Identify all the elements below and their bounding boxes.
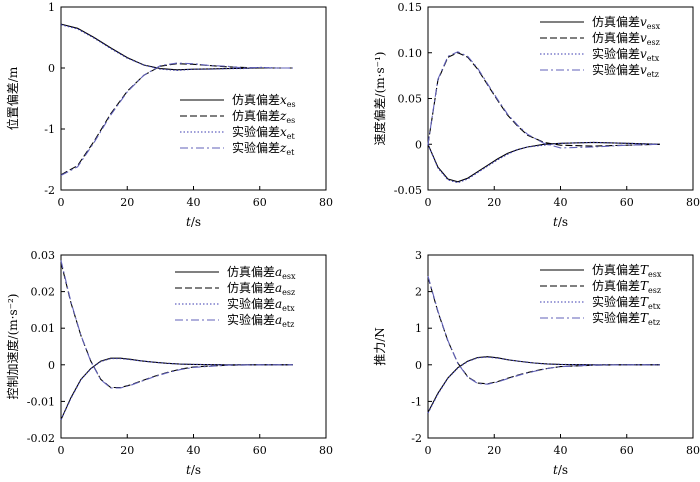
x-tick-label: 20 bbox=[120, 444, 134, 457]
x-axis-label: t/s bbox=[553, 463, 568, 477]
y-tick-label: 1 bbox=[48, 1, 55, 14]
series-line-T-esz bbox=[427, 276, 660, 385]
x-tick-label: 80 bbox=[319, 444, 333, 457]
series-line-a-etx bbox=[60, 358, 293, 420]
legend-entry: 实验偏差aetx bbox=[227, 296, 295, 313]
legend-entry: 实验偏差vetz bbox=[592, 62, 659, 79]
legend-entry: 实验偏差xet bbox=[232, 124, 296, 141]
y-axis-label: 控制加速度/(m·s⁻²) bbox=[5, 294, 20, 400]
series-line-a-esx bbox=[60, 357, 293, 420]
y-tick-label: -0.02 bbox=[27, 432, 55, 445]
y-tick-label: 0 bbox=[48, 359, 55, 372]
x-tick-label: 20 bbox=[120, 196, 134, 209]
y-tick-label: 0.03 bbox=[31, 249, 56, 262]
x-tick-label: 80 bbox=[319, 196, 333, 209]
legend-entry: 仿真偏差vesx bbox=[592, 14, 661, 31]
series-line-v-esx bbox=[427, 141, 660, 183]
x-tick-label: 60 bbox=[620, 444, 634, 457]
x-tick-label: 40 bbox=[187, 196, 201, 209]
y-tick-label: 2 bbox=[415, 286, 422, 299]
series-line-z-et bbox=[60, 62, 293, 176]
legend-entry: 仿真偏差Tesz bbox=[592, 278, 661, 295]
series-line-T-etx bbox=[427, 356, 660, 414]
chart-thrust: 0 20 40 60 80 3 2 1 0 -1 -2 t/s 推力/N 仿真偏差Tesx仿真偏差Tesz… bbox=[373, 249, 700, 477]
x-tick-label: 0 bbox=[58, 196, 65, 209]
y-tick-label: 0.02 bbox=[31, 286, 56, 299]
series-line-a-etz bbox=[60, 260, 293, 389]
x-tick-label: 0 bbox=[425, 444, 432, 457]
x-axis-label: t/s bbox=[553, 215, 568, 229]
series-line-v-etz bbox=[427, 51, 660, 149]
legend-entry: 仿真偏差zes bbox=[232, 108, 295, 125]
y-tick-label: 0.10 bbox=[398, 47, 423, 60]
series-line-T-etz bbox=[427, 276, 660, 385]
y-tick-label: 0 bbox=[415, 138, 422, 151]
legend-entry: 仿真偏差vesz bbox=[592, 30, 660, 47]
legend-entry: 仿真偏差aesz bbox=[227, 280, 295, 297]
y-tick-label: 0.15 bbox=[398, 1, 423, 14]
y-tick-label: 0 bbox=[415, 359, 422, 372]
x-tick-label: 80 bbox=[686, 444, 700, 457]
legend-entry: 仿真偏差xes bbox=[232, 92, 296, 109]
legend-entry: 实验偏差vetx bbox=[592, 46, 660, 63]
x-tick-label: 60 bbox=[253, 196, 267, 209]
series-line-v-esz bbox=[427, 52, 660, 147]
y-axis-label: 位置偏差/m bbox=[5, 66, 20, 130]
x-tick-label: 40 bbox=[187, 444, 201, 457]
plot-frame bbox=[427, 254, 694, 439]
plot-frame bbox=[60, 254, 327, 439]
x-tick-label: 40 bbox=[554, 444, 568, 457]
y-tick-label: 0.05 bbox=[398, 93, 423, 106]
y-axis-label: 推力/N bbox=[373, 327, 387, 366]
y-tick-label: 0.01 bbox=[31, 322, 56, 335]
y-tick-label: -0.05 bbox=[394, 184, 422, 197]
series-line-x-es bbox=[60, 23, 293, 71]
series-line-v-etx bbox=[427, 141, 660, 184]
legend-entry: 实验偏差Tetx bbox=[592, 294, 661, 311]
y-tick-label: -2 bbox=[411, 432, 422, 445]
x-tick-label: 20 bbox=[487, 196, 501, 209]
x-tick-label: 0 bbox=[58, 444, 65, 457]
plot-frame bbox=[427, 6, 694, 191]
y-tick-label: 0 bbox=[48, 62, 55, 75]
x-axis-label: t/s bbox=[186, 215, 201, 229]
chart-control-acceleration: 0 20 40 60 80 0.03 0.02 0.01 0 -0.01 -0.02 t/s 控制加速度… bbox=[5, 249, 333, 477]
x-tick-label: 40 bbox=[554, 196, 568, 209]
x-axis-label: t/s bbox=[186, 463, 201, 477]
y-tick-label: -0.01 bbox=[27, 395, 55, 408]
y-tick-label: -1 bbox=[411, 395, 422, 408]
legend-entry: 实验偏差Tetz bbox=[592, 310, 660, 327]
x-tick-label: 60 bbox=[253, 444, 267, 457]
y-tick-label: 1 bbox=[415, 322, 422, 335]
y-tick-label: -2 bbox=[44, 184, 55, 197]
y-axis-label: 速度偏差/(m·s⁻¹) bbox=[372, 52, 387, 146]
legend-entry: 实验偏差aetz bbox=[227, 312, 294, 329]
y-tick-label: -1 bbox=[44, 123, 55, 136]
legend-entry: 实验偏差zet bbox=[232, 140, 295, 157]
x-tick-label: 60 bbox=[620, 196, 634, 209]
x-tick-label: 0 bbox=[425, 196, 432, 209]
legend-entry: 仿真偏差aesx bbox=[227, 264, 296, 281]
x-tick-label: 20 bbox=[487, 444, 501, 457]
x-tick-label: 80 bbox=[686, 196, 700, 209]
chart-velocity: 0 20 40 60 800.150.100.050-0.05t/s速度偏差/(m·s⁻… bbox=[372, 1, 700, 229]
y-tick-label: 3 bbox=[415, 249, 422, 262]
legend-entry: 仿真偏差Tesx bbox=[592, 262, 662, 279]
